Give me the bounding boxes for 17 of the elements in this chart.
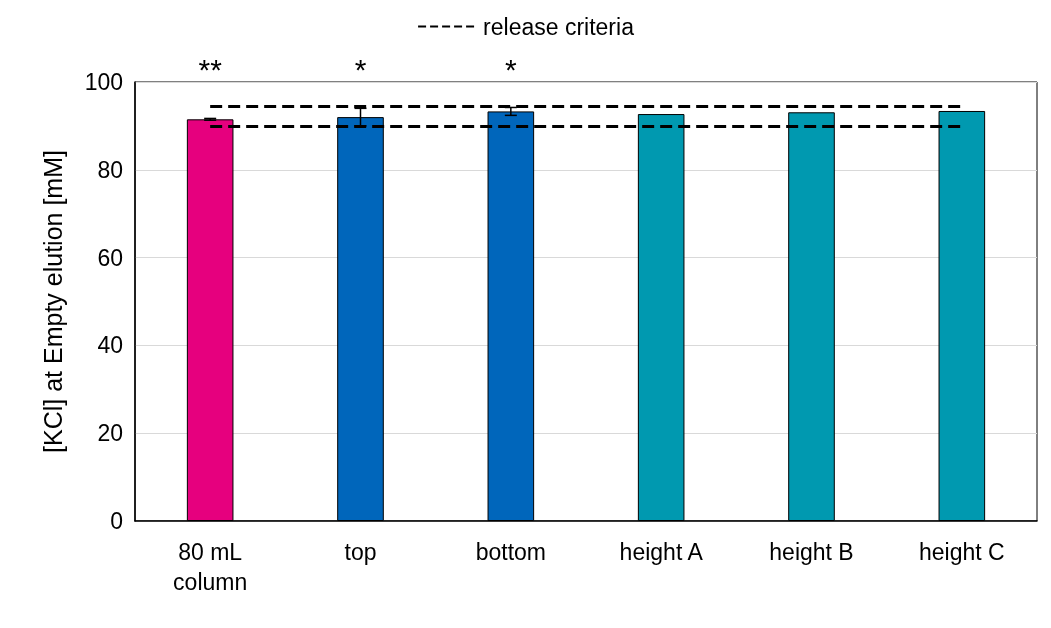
- x-tick-label: height A: [619, 539, 704, 565]
- y-tick-label: 40: [97, 332, 123, 359]
- y-tick-label: 100: [84, 69, 123, 95]
- legend-label: release criteria: [483, 13, 635, 40]
- y-axis-title: [KCl] at Empty elution [mM]: [38, 150, 67, 453]
- annotation: *: [504, 52, 517, 86]
- y-tick-label: 20: [97, 420, 123, 447]
- x-tick-label: 80 mL column: [173, 539, 248, 595]
- y-tick-label: 80: [97, 156, 123, 183]
- x-tick-label: top: [344, 539, 377, 565]
- x-tick-label: height C: [919, 539, 1005, 565]
- x-tick-label: bottom: [475, 539, 546, 565]
- annotation: **: [198, 52, 223, 86]
- annotation: *: [354, 52, 367, 86]
- y-tick-label: 60: [97, 244, 123, 271]
- y-tick-label: 0: [110, 508, 123, 534]
- x-tick-label: height B: [769, 539, 854, 565]
